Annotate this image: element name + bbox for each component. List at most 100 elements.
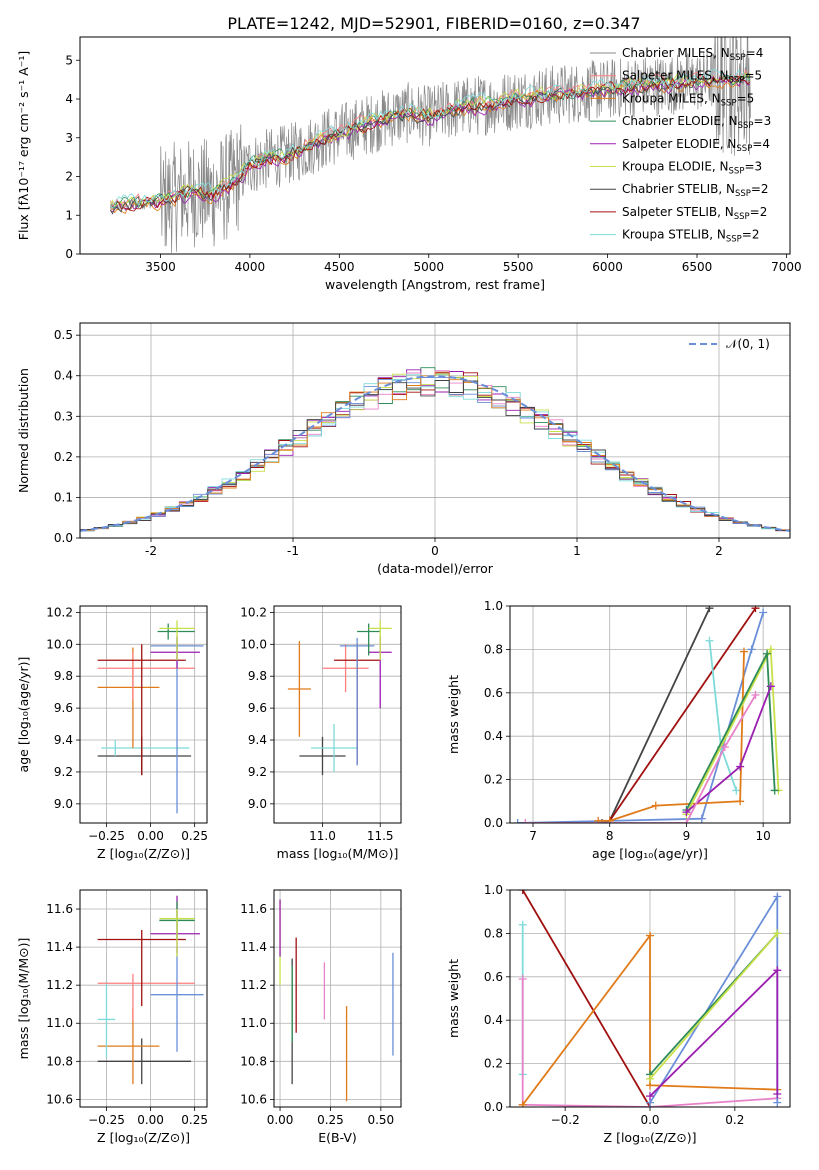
x-tick-label: −0.2 — [551, 1113, 580, 1127]
age-vs-metallicity-panel: −0.25 0.00 0.25 9.0 9.2 9.4 9.6 9.8 10.0 10.2 Z [l… — [16, 605, 208, 861]
legend-entry: Chabrier ELODIE, NSSP=3 — [622, 114, 771, 131]
errorbar-point — [97, 647, 160, 749]
grid-lines — [274, 890, 401, 1107]
weight-marker — [773, 1098, 782, 1107]
x-tick-label: −0.25 — [88, 1113, 125, 1127]
x-axis-label: Z [log₁₀(Z/Z⊙)] — [97, 1130, 190, 1145]
weight-series-line — [521, 932, 778, 1106]
plot-area — [279, 899, 394, 1102]
plot-area — [97, 895, 204, 1085]
legend-label: Chabrier STELIB, N — [622, 182, 735, 196]
weight-marker — [766, 682, 775, 691]
y-tick-label: 0.3 — [54, 409, 73, 423]
legend-subscript: SSP — [721, 98, 737, 108]
x-tick-label: 0.25 — [181, 829, 208, 843]
x-tick-label: 0.00 — [137, 829, 164, 843]
y-tick-label: 0.5 — [54, 328, 73, 342]
y-tick-label: 9.6 — [54, 701, 73, 715]
age-vs-mass-panel: 11.0 11.5 9.0 9.2 9.4 9.6 9.8 10.0 10.2 mass [log… — [240, 605, 402, 861]
errorbar-point — [97, 929, 186, 1007]
y-tick-label: 0.4 — [54, 369, 73, 383]
plot-area — [110, 37, 751, 253]
y-tick-label: 1 — [65, 208, 73, 222]
weight-series-line — [525, 694, 757, 823]
errorbar-point — [299, 736, 346, 776]
errorbar-point — [97, 981, 116, 1058]
weight-series-line — [649, 968, 779, 1097]
legend-subscript: SSP — [730, 53, 746, 63]
x-axis-label: Z [log₁₀(Z/Z⊙)] — [97, 846, 190, 861]
residual-histogram-step — [80, 372, 790, 531]
errorbar-point — [159, 909, 195, 957]
legend-suffix: =2 — [742, 228, 760, 242]
x-axis-label: (data-model)/error — [377, 561, 494, 576]
x-tick-label: 6000 — [592, 260, 623, 274]
y-tick-label: 9.8 — [54, 669, 73, 683]
y-tick-label: 0.8 — [484, 642, 503, 656]
legend-entry: Salpeter ELODIE, NSSP=4 — [622, 137, 770, 154]
y-tick-label: 11.6 — [240, 902, 267, 916]
weight-series-line — [521, 979, 778, 1107]
weight-marker — [518, 974, 527, 983]
weight-marker — [773, 892, 782, 901]
x-axis-label: wavelength [Angstrom, rest frame] — [325, 277, 545, 292]
legend-label: Kroupa ELODIE, N — [622, 160, 729, 174]
x-axis-label: Z [log₁₀(Z/Z⊙)] — [604, 1130, 697, 1145]
y-tick-label: 0.4 — [484, 729, 503, 743]
legend-label: Chabrier ELODIE, N — [622, 114, 738, 128]
legend-label: Salpeter MILES, N — [622, 69, 729, 83]
legend-suffix: =3 — [744, 160, 762, 174]
y-tick-label: 10.0 — [240, 637, 267, 651]
residual-histogram-step — [80, 380, 790, 531]
y-axis-label: age [log₁₀(age/yr)] — [16, 657, 31, 773]
y-tick-label: 0.4 — [484, 1013, 503, 1027]
y-tick-label: 9.4 — [54, 733, 73, 747]
legend-entry: 𝒩(0, 1) — [726, 337, 770, 351]
errorbar-point — [150, 636, 200, 669]
axes-frame — [273, 605, 402, 824]
plot-area — [518, 890, 782, 1107]
errorbar-point — [287, 641, 311, 737]
weight-marker — [736, 797, 745, 806]
y-tick-label: 11.4 — [46, 940, 73, 954]
y-tick-label: 0.0 — [54, 531, 73, 545]
x-tick-label: 0 — [431, 544, 439, 558]
errorbar-point — [322, 644, 369, 693]
y-tick-label: 0 — [65, 247, 73, 261]
legend-entry: Salpeter STELIB, NSSP=2 — [622, 205, 767, 222]
x-tick-label: 10 — [756, 829, 771, 843]
weight-series-line — [685, 646, 780, 815]
x-tick-label: 0.00 — [267, 1113, 294, 1127]
x-tick-label: 5000 — [413, 260, 444, 274]
weight-marker — [513, 819, 522, 823]
legend: 𝒩(0, 1) — [689, 337, 770, 351]
axes-frame — [273, 889, 402, 1108]
y-tick-label: 0.6 — [484, 970, 503, 984]
weight-marker — [518, 1100, 527, 1107]
y-tick-label: 4 — [65, 92, 73, 106]
weight-series-line — [649, 932, 778, 1080]
weight-series-line — [517, 612, 765, 823]
legend-subscript: SSP — [729, 76, 745, 86]
weight-marker — [651, 801, 660, 810]
y-tick-label: 2 — [65, 170, 73, 184]
normal-distribution-curve — [80, 375, 790, 532]
y-tick-label: 10.0 — [46, 637, 73, 651]
y-tick-label: 0.1 — [54, 490, 73, 504]
weight-marker — [736, 762, 745, 771]
x-tick-label: 6500 — [682, 260, 713, 274]
grid-lines — [80, 890, 207, 1107]
x-tick-label: 4500 — [324, 260, 355, 274]
weight-marker — [682, 819, 691, 823]
weight-marker — [697, 814, 706, 823]
weight-marker — [766, 645, 775, 654]
y-tick-label: 9.0 — [248, 797, 267, 811]
errorbar-point — [368, 620, 392, 661]
legend-subscript: SSP — [734, 212, 750, 222]
legend-label: Chabrier MILES, N — [622, 46, 730, 60]
weight-marker — [594, 816, 603, 823]
plot-area — [97, 620, 204, 814]
x-tick-label: 9 — [683, 829, 691, 843]
y-tick-label: 9.0 — [54, 797, 73, 811]
legend-suffix: =5 — [737, 91, 755, 105]
